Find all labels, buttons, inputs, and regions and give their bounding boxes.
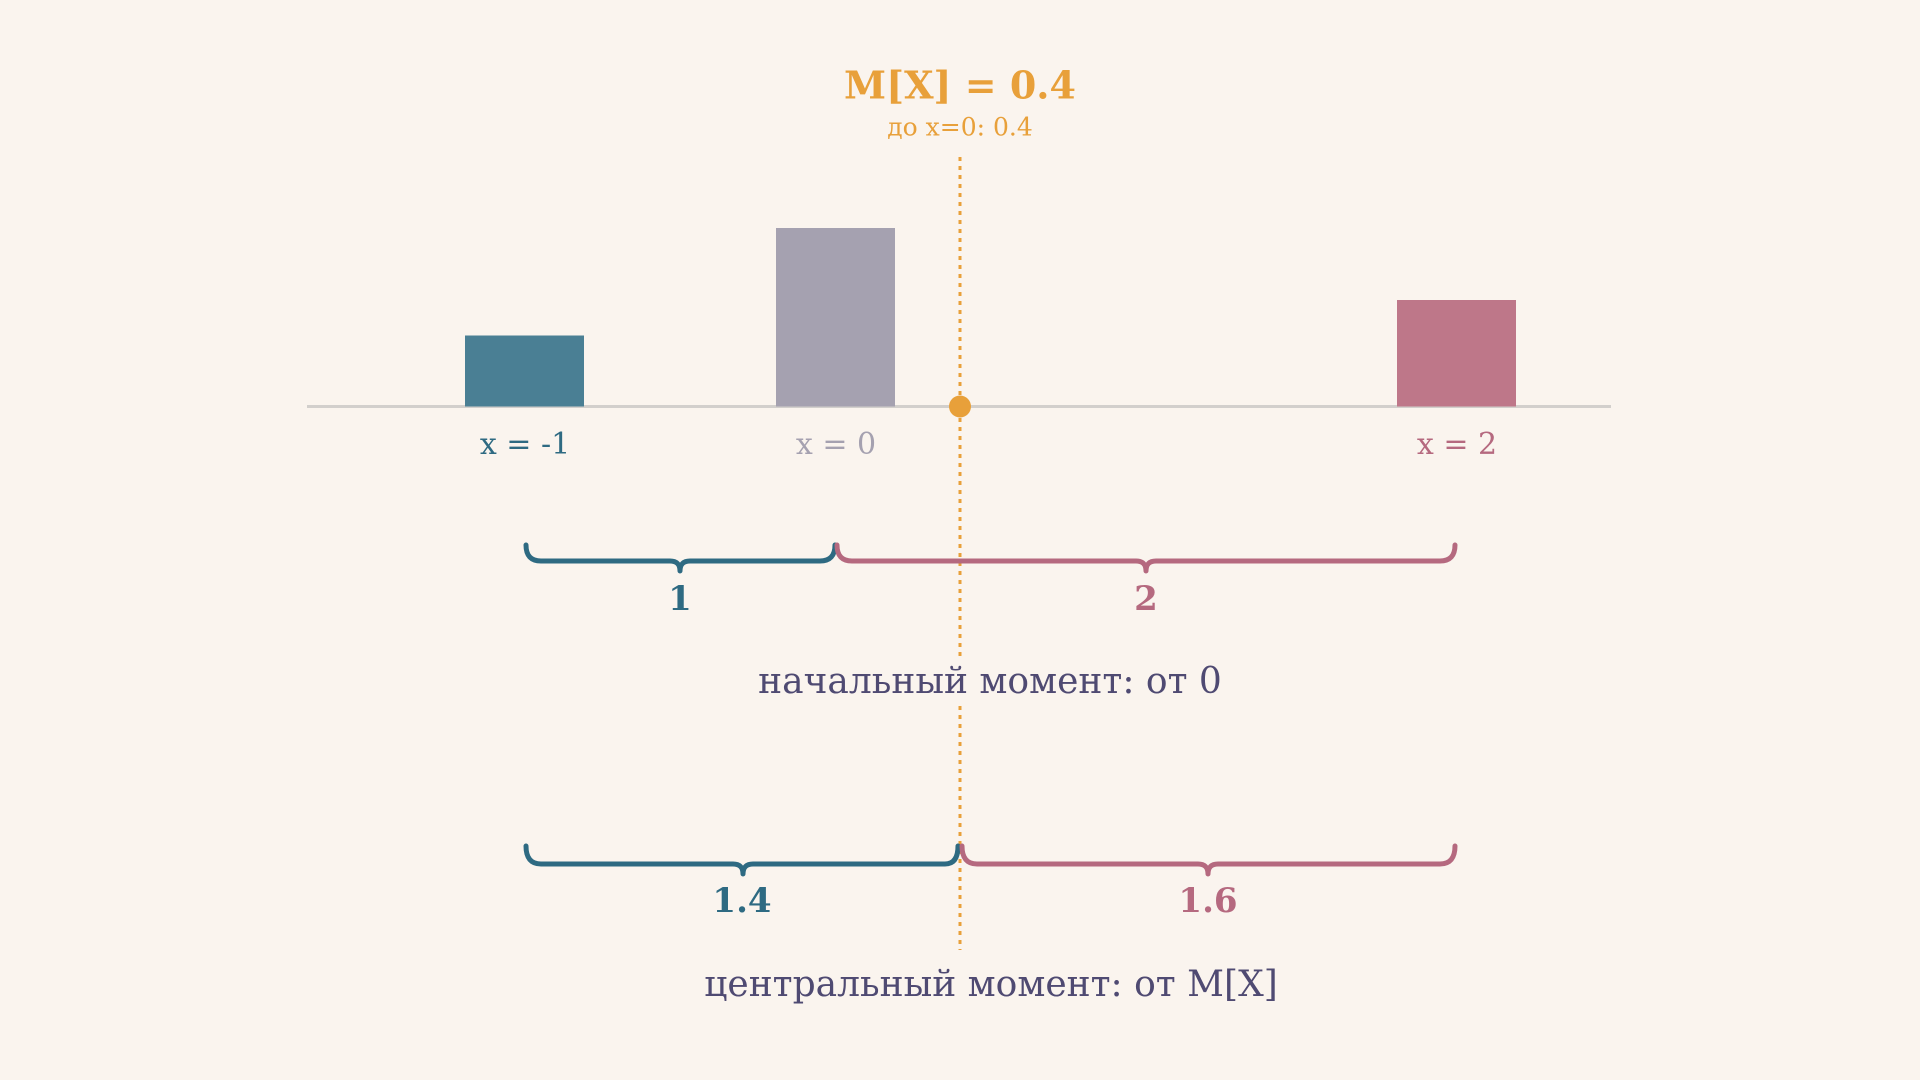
point-label: x = 2 xyxy=(1417,427,1497,462)
caption: начальный момент: от 0 xyxy=(758,661,1222,702)
bar xyxy=(465,335,584,407)
subtitle: до x=0: 0.4 xyxy=(887,113,1032,142)
caption-bg xyxy=(750,660,1230,706)
distance-label: 1 xyxy=(668,579,692,619)
point-label: x = -1 xyxy=(480,427,570,462)
title: M[X] = 0.4 xyxy=(844,63,1076,108)
distance-label: 1.4 xyxy=(712,881,771,921)
brace xyxy=(523,542,838,574)
distance-label: 2 xyxy=(1134,579,1158,619)
brace xyxy=(523,843,961,877)
point-label: x = 0 xyxy=(796,427,876,462)
brace xyxy=(959,843,1458,877)
brace xyxy=(834,542,1458,574)
mean-point xyxy=(949,395,971,418)
bar xyxy=(776,228,895,407)
distance-label: 1.6 xyxy=(1178,881,1237,921)
bar xyxy=(1397,300,1516,407)
caption: центральный момент: от M[X] xyxy=(704,964,1278,1005)
